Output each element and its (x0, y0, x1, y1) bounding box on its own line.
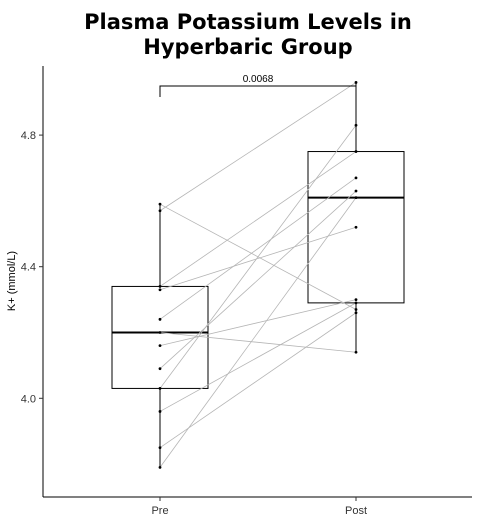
y-tick-label-1: 4.4 (21, 262, 36, 274)
paired-line-3 (159, 302, 357, 412)
point-post-4 (354, 123, 358, 127)
point-post-11 (354, 81, 358, 84)
point-pre-3 (158, 410, 162, 413)
point-pre-7 (158, 331, 162, 334)
point-pre-11 (158, 209, 162, 213)
point-post-6 (354, 298, 358, 301)
point-post-7 (354, 350, 358, 354)
y-tick-label-0: 4.0 (21, 393, 36, 405)
paired-line-11 (159, 82, 357, 212)
point-post-10 (354, 150, 358, 153)
paired-line-6 (159, 299, 357, 347)
point-post-5 (354, 189, 358, 193)
point-pre-9 (158, 288, 162, 292)
point-pre-5 (158, 367, 162, 371)
chart-title-line-1: Plasma Potassium Levels in (84, 10, 412, 34)
point-pre-10 (158, 285, 162, 288)
point-pre-6 (158, 344, 162, 348)
point-pre-4 (158, 387, 162, 390)
point-pre-8 (158, 317, 162, 321)
p-value-label: 0.0068 (243, 74, 274, 85)
paired-line-9 (159, 226, 357, 291)
y-tick-label-2: 4.8 (21, 130, 36, 142)
paired-line-7 (159, 332, 357, 353)
point-post-9 (354, 225, 358, 229)
bracket-line (159, 85, 357, 97)
point-post-12 (354, 308, 358, 311)
paired-line-2 (159, 312, 357, 448)
chart-title-line-2: Hyperbaric Group (143, 35, 352, 59)
x-tick-label-pre: Pre (151, 505, 168, 517)
plot-area (111, 81, 405, 469)
point-post-3 (354, 301, 358, 305)
paired-line-12 (159, 203, 357, 310)
paired-line-8 (159, 177, 357, 320)
point-pre-12 (158, 202, 162, 206)
x-axis-ticks: Pre Post (151, 497, 367, 517)
paired-line-5 (159, 190, 357, 369)
point-pre-2 (158, 446, 162, 450)
point-pre-1 (158, 465, 162, 469)
paired-line-10 (159, 151, 357, 287)
box-pre (111, 285, 209, 389)
point-post-2 (354, 311, 358, 315)
paired-line-1 (159, 197, 357, 468)
y-axis-title: K+ (mmol/L) (6, 251, 18, 311)
x-tick-label-post: Post (345, 505, 367, 517)
comparison-bracket: 0.0068 (159, 74, 357, 97)
point-post-8 (354, 176, 358, 180)
y-axis-ticks: 4.0 4.4 4.8 (21, 130, 43, 405)
point-post-1 (354, 196, 358, 200)
